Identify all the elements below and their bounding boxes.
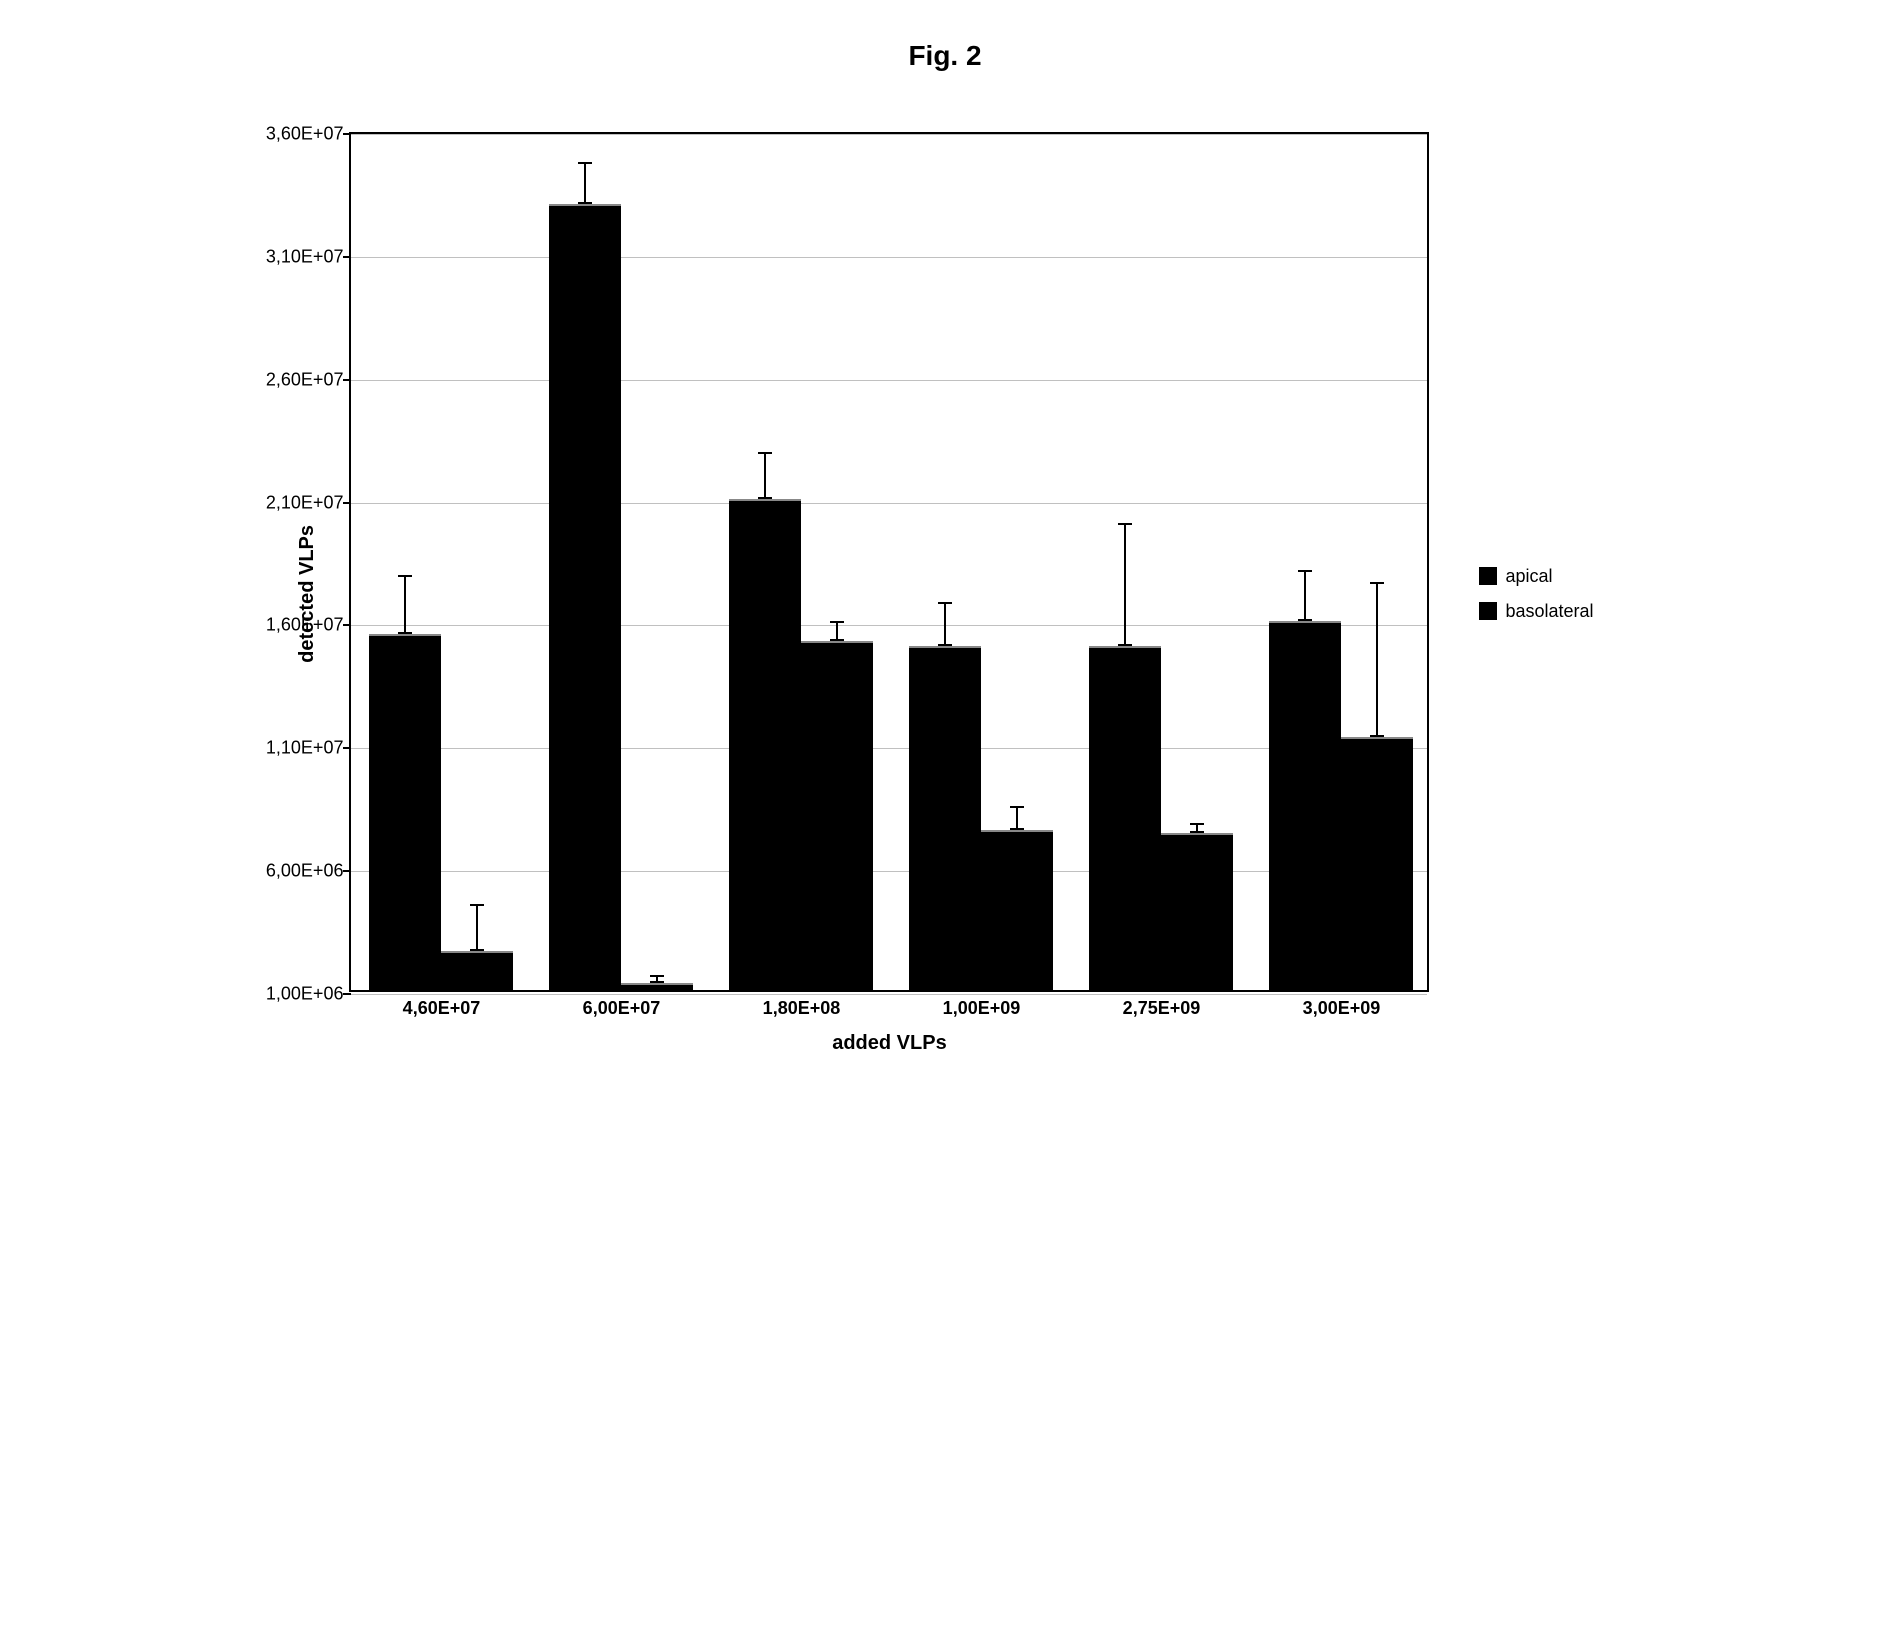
gridline xyxy=(351,257,1427,258)
error-bar xyxy=(656,975,658,982)
ytick-label: 1,10E+07 xyxy=(266,738,352,759)
bar-highlight xyxy=(1161,833,1233,835)
bar-highlight xyxy=(801,641,873,643)
error-bar xyxy=(1016,806,1018,831)
ytick-label: 1,60E+07 xyxy=(266,615,352,636)
ytick-label: 2,60E+07 xyxy=(266,369,352,390)
error-bar xyxy=(476,904,478,951)
chart-wrapper: detected VLPs 1,00E+066,00E+061,10E+071,… xyxy=(296,132,1593,1055)
bar-highlight xyxy=(1269,621,1341,623)
bar-group xyxy=(729,499,873,990)
error-bar xyxy=(1304,570,1306,622)
ytick-label: 3,10E+07 xyxy=(266,246,352,267)
xtick-label: 4,60E+07 xyxy=(403,990,481,1019)
bar-highlight xyxy=(981,830,1053,832)
chart: 1,00E+066,00E+061,10E+071,60E+072,10E+07… xyxy=(349,132,1429,992)
bar-highlight xyxy=(621,983,693,985)
legend-item: basolateral xyxy=(1479,601,1593,622)
bar-apical xyxy=(1269,621,1341,990)
bar-basolateral xyxy=(1341,737,1413,990)
bar-basolateral xyxy=(621,983,693,990)
gridline xyxy=(351,503,1427,504)
bar-basolateral xyxy=(981,830,1053,990)
error-bar xyxy=(404,575,406,634)
error-bar xyxy=(1124,523,1126,646)
bar-apical xyxy=(549,204,621,990)
legend: apical basolateral xyxy=(1479,566,1593,622)
legend-swatch xyxy=(1479,567,1497,585)
ytick-label: 2,10E+07 xyxy=(266,492,352,513)
bar-basolateral xyxy=(441,951,513,990)
bar-highlight xyxy=(369,634,441,636)
bar-group xyxy=(1089,646,1233,990)
error-bar xyxy=(1196,823,1198,833)
bar-group xyxy=(909,646,1053,990)
xtick-label: 2,75E+09 xyxy=(1123,990,1201,1019)
legend-swatch xyxy=(1479,602,1497,620)
error-bar xyxy=(944,602,946,646)
xtick-label: 1,00E+09 xyxy=(943,990,1021,1019)
ytick-label: 1,00E+06 xyxy=(266,984,352,1005)
plot-area: 1,00E+066,00E+061,10E+071,60E+072,10E+07… xyxy=(349,132,1429,992)
gridline xyxy=(351,380,1427,381)
xtick-label: 6,00E+07 xyxy=(583,990,661,1019)
y-axis-label: detected VLPs xyxy=(296,525,319,663)
bar-group xyxy=(549,204,693,990)
bar-apical xyxy=(369,634,441,990)
bar-basolateral xyxy=(1161,833,1233,990)
bar-apical xyxy=(909,646,981,990)
chart-and-xlabel: 1,00E+066,00E+061,10E+071,60E+072,10E+07… xyxy=(349,132,1429,1055)
xtick-label: 1,80E+08 xyxy=(763,990,841,1019)
bar-highlight xyxy=(909,646,981,648)
xtick-label: 3,00E+09 xyxy=(1303,990,1381,1019)
gridline xyxy=(351,994,1427,995)
bar-highlight xyxy=(1341,737,1413,739)
figure-title: Fig. 2 xyxy=(908,40,981,72)
bar-highlight xyxy=(729,499,801,501)
gridline xyxy=(351,134,1427,135)
error-bar xyxy=(584,162,586,204)
bar-highlight xyxy=(441,951,513,953)
ytick-label: 6,00E+06 xyxy=(266,861,352,882)
ytick-label: 3,60E+07 xyxy=(266,124,352,145)
error-bar xyxy=(1376,582,1378,737)
legend-label: apical xyxy=(1505,566,1552,587)
error-bar xyxy=(836,621,838,641)
bar-apical xyxy=(729,499,801,990)
legend-label: basolateral xyxy=(1505,601,1593,622)
bar-group xyxy=(1269,621,1413,990)
x-axis-label: added VLPs xyxy=(832,1032,946,1055)
bar-apical xyxy=(1089,646,1161,990)
gridline xyxy=(351,625,1427,626)
bar-highlight xyxy=(549,204,621,206)
bar-highlight xyxy=(1089,646,1161,648)
error-bar xyxy=(764,452,766,499)
bar-basolateral xyxy=(801,641,873,990)
bar-group xyxy=(369,634,513,990)
legend-item: apical xyxy=(1479,566,1593,587)
